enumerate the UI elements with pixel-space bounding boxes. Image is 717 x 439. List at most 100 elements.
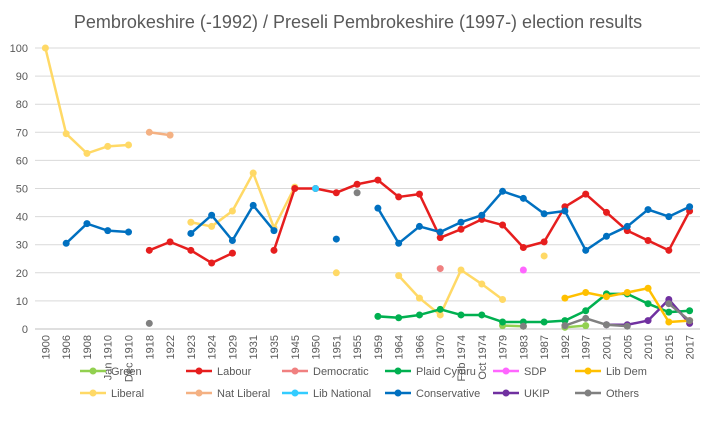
data-point: [353, 189, 361, 197]
legend-swatch-marker: [584, 389, 592, 397]
legend-swatch-marker: [195, 367, 203, 375]
legend-item: Nat Liberal: [186, 388, 270, 400]
data-point: [519, 322, 527, 330]
data-point: [499, 318, 507, 326]
legend-swatch-marker: [394, 367, 402, 375]
data-point: [623, 322, 631, 330]
data-point: [665, 308, 673, 316]
data-point: [187, 229, 195, 237]
data-point: [270, 227, 278, 235]
legend-label: Lib Dem: [606, 366, 647, 378]
series-line: [65, 222, 129, 245]
data-point: [166, 238, 174, 246]
data-point: [519, 194, 527, 202]
data-point: [41, 44, 49, 52]
data-point: [104, 142, 112, 150]
data-point: [145, 319, 153, 327]
data-point: [145, 246, 153, 254]
data-point: [602, 321, 610, 329]
data-point: [686, 317, 694, 325]
x-tick-label: 1929: [227, 335, 239, 359]
data-point: [561, 294, 569, 302]
legend-item: Liberal: [80, 388, 144, 400]
data-point: [665, 213, 673, 221]
data-point: [582, 246, 590, 254]
data-point: [540, 210, 548, 218]
data-point: [415, 311, 423, 319]
legend-item: Labour: [186, 366, 252, 378]
data-point: [436, 265, 444, 273]
x-tick-label: Feb 1974: [456, 335, 468, 381]
data-point: [436, 228, 444, 236]
data-point: [582, 322, 590, 330]
data-point: [83, 220, 91, 228]
data-point: [125, 228, 133, 236]
legend-item: Plaid Cymru: [385, 366, 476, 378]
data-point: [395, 239, 403, 247]
x-axis-ticks: 1900 1906 1908 Jan 1910 Dec 1910 1918 1922 1923…: [40, 335, 696, 382]
x-tick-label: 1983: [518, 335, 530, 359]
legend-swatch-marker: [195, 389, 203, 397]
data-point: [436, 311, 444, 319]
data-point: [228, 249, 236, 257]
y-tick-label: 20: [16, 268, 28, 280]
data-point: [228, 236, 236, 244]
data-point: [395, 193, 403, 201]
series-conservative: [62, 187, 694, 254]
legend-label: Plaid Cymru: [416, 366, 476, 378]
x-tick-label: 1970: [435, 335, 447, 359]
legend-item: UKIP: [493, 388, 550, 400]
data-point: [561, 322, 569, 330]
data-point: [83, 149, 91, 157]
series-others: [145, 189, 694, 330]
data-point: [374, 204, 382, 212]
x-tick-label: 2017: [685, 335, 697, 359]
data-point: [561, 317, 569, 325]
data-point: [332, 189, 340, 197]
data-point: [104, 227, 112, 235]
x-tick-label: 1923: [186, 335, 198, 359]
data-point: [187, 218, 195, 226]
data-point: [62, 239, 70, 247]
data-point: [540, 318, 548, 326]
legend-swatch-marker: [89, 367, 97, 375]
x-tick-label: 1979: [498, 335, 510, 359]
series-liberal: [41, 44, 548, 319]
data-point: [665, 318, 673, 326]
legend-swatch-marker: [291, 367, 299, 375]
x-tick-label: 1906: [61, 335, 73, 359]
data-point: [665, 300, 673, 308]
data-point: [208, 259, 216, 267]
data-point: [436, 234, 444, 242]
x-tick-label: 1987: [539, 335, 551, 359]
series-plaid-cymru: [374, 290, 694, 326]
data-point: [540, 238, 548, 246]
y-tick-label: 30: [16, 240, 28, 252]
data-point: [249, 169, 257, 177]
y-tick-label: 70: [16, 127, 28, 139]
x-tick-label: 1964: [394, 335, 406, 359]
legend-label: SDP: [524, 366, 547, 378]
legend-swatch-marker: [502, 367, 510, 375]
x-tick-label: Jan 1910: [103, 335, 115, 380]
x-tick-label: 1992: [560, 335, 572, 359]
data-point: [623, 222, 631, 230]
legend-swatch-marker: [502, 389, 510, 397]
data-point: [540, 252, 548, 260]
legend-item: Green: [80, 366, 142, 378]
legend-item: Democratic: [282, 366, 369, 378]
x-tick-label: 1918: [144, 335, 156, 359]
data-point: [374, 176, 382, 184]
data-point: [582, 288, 590, 296]
data-point: [602, 293, 610, 301]
data-point: [415, 294, 423, 302]
data-point: [686, 203, 694, 211]
series-line: [190, 171, 296, 230]
data-point: [499, 295, 507, 303]
data-point: [395, 272, 403, 280]
y-axis-ticks: 0 10 20 30 40 50 60 70 80 90 100: [10, 43, 28, 336]
data-point: [478, 280, 486, 288]
legend: Green Liberal Labour Nat Liberal Democratic L…: [80, 366, 647, 400]
legend-item: SDP: [493, 366, 547, 378]
data-point: [478, 311, 486, 319]
